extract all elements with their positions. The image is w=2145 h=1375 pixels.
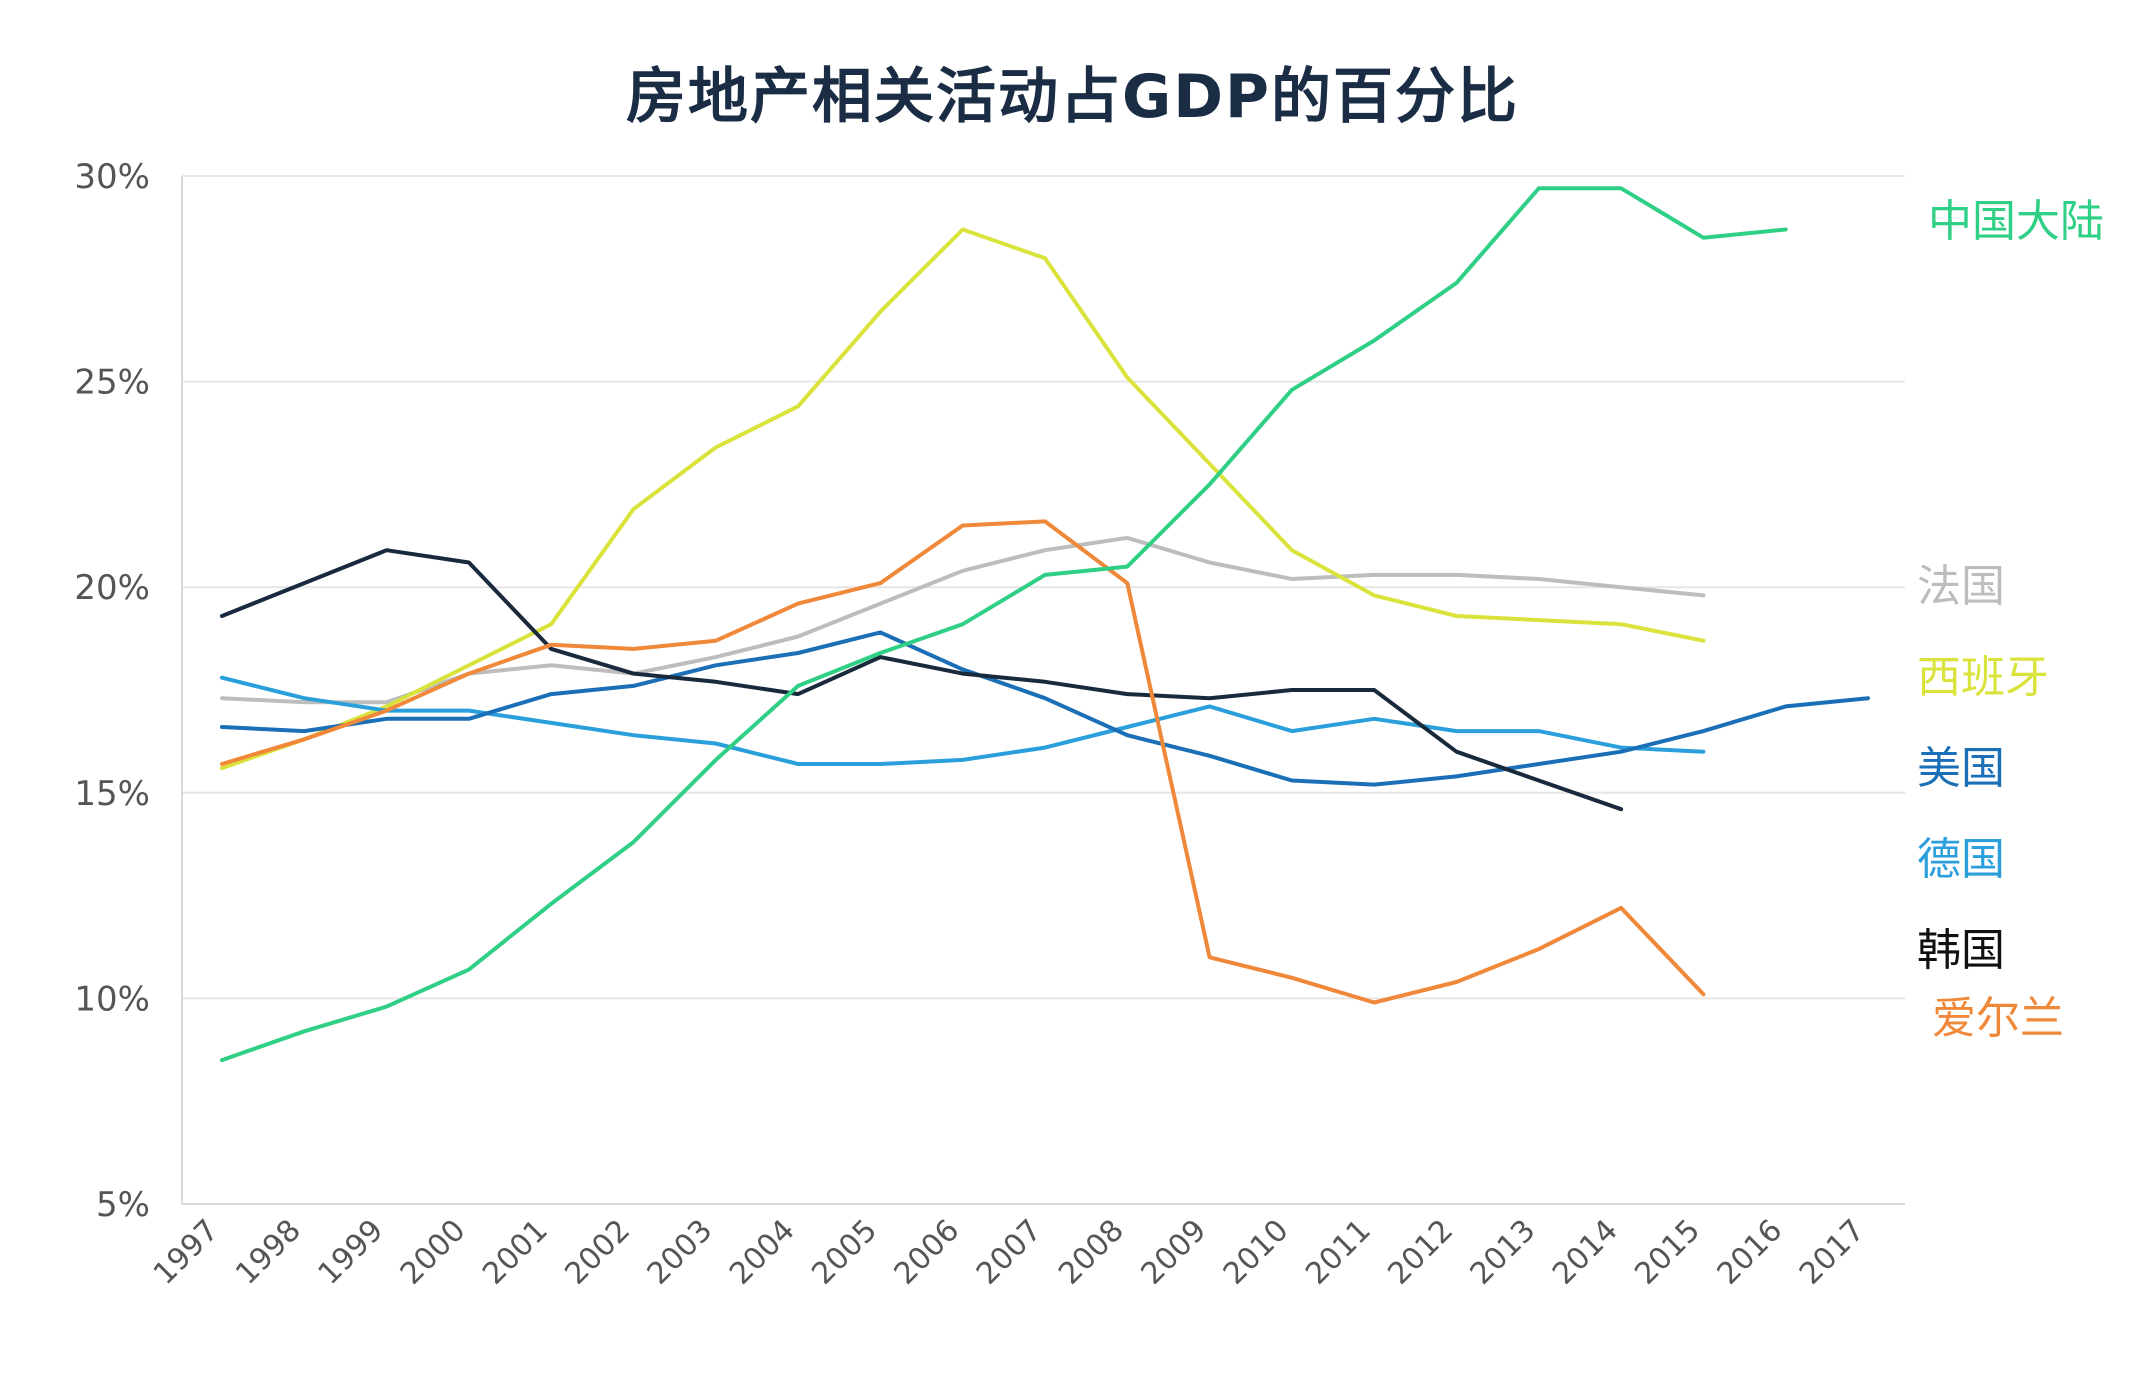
- x-tick-label: 2017: [1793, 1213, 1872, 1292]
- y-tick-label: 5%: [96, 1185, 150, 1225]
- series-label: 爱尔兰: [1932, 993, 2064, 1044]
- series-line: [220, 630, 1870, 787]
- x-tick-label: 2008: [1052, 1213, 1131, 1292]
- x-tick-label: 2001: [476, 1213, 555, 1292]
- series-label: 中国大陆: [1928, 196, 2104, 247]
- series-line: [220, 675, 1706, 766]
- y-tick-label: 30%: [74, 157, 150, 197]
- x-tick-label: 1998: [229, 1213, 308, 1292]
- series-line: [220, 519, 1706, 1005]
- x-tick-label: 1997: [147, 1213, 226, 1292]
- x-tick-label: 1999: [312, 1213, 391, 1292]
- x-tick-label: 2015: [1628, 1213, 1707, 1292]
- series-label: 德国: [1917, 834, 2005, 885]
- x-tick-label: 2000: [394, 1213, 473, 1292]
- series-line: [220, 227, 1706, 771]
- x-tick-label: 2003: [641, 1213, 720, 1292]
- x-tick-label: 2012: [1381, 1213, 1460, 1292]
- x-tick-label: 2014: [1546, 1213, 1625, 1292]
- x-tick-label: 2006: [888, 1213, 967, 1292]
- y-tick-label: 15%: [74, 774, 150, 814]
- y-tick-label: 20%: [74, 568, 150, 608]
- x-tick-label: 2013: [1464, 1213, 1543, 1292]
- x-tick-label: 2010: [1217, 1213, 1296, 1292]
- series-label: 法国: [1917, 561, 2005, 612]
- series-line: [220, 186, 1788, 1063]
- x-tick-label: 2002: [558, 1213, 637, 1292]
- x-tick-label: 2007: [970, 1213, 1049, 1292]
- grid-layer: [182, 175, 1905, 1205]
- series-label: 韩国: [1917, 925, 2005, 976]
- chart-title: 房地产相关活动占GDP的百分比: [625, 62, 1520, 132]
- x-tick-label: 2016: [1711, 1213, 1790, 1292]
- x-tick-label: 2005: [805, 1213, 884, 1292]
- series-line: [220, 548, 1624, 812]
- series-label: 美国: [1917, 743, 2005, 794]
- series-label: 西班牙: [1917, 652, 2049, 703]
- y-tick-label: 10%: [74, 979, 150, 1019]
- series-layer: [220, 186, 1870, 1063]
- x-tick-label: 2004: [723, 1213, 802, 1292]
- y-tick-label: 25%: [74, 363, 150, 403]
- x-tick-label: 2009: [1135, 1213, 1214, 1292]
- x-tick-label: 2011: [1299, 1213, 1378, 1292]
